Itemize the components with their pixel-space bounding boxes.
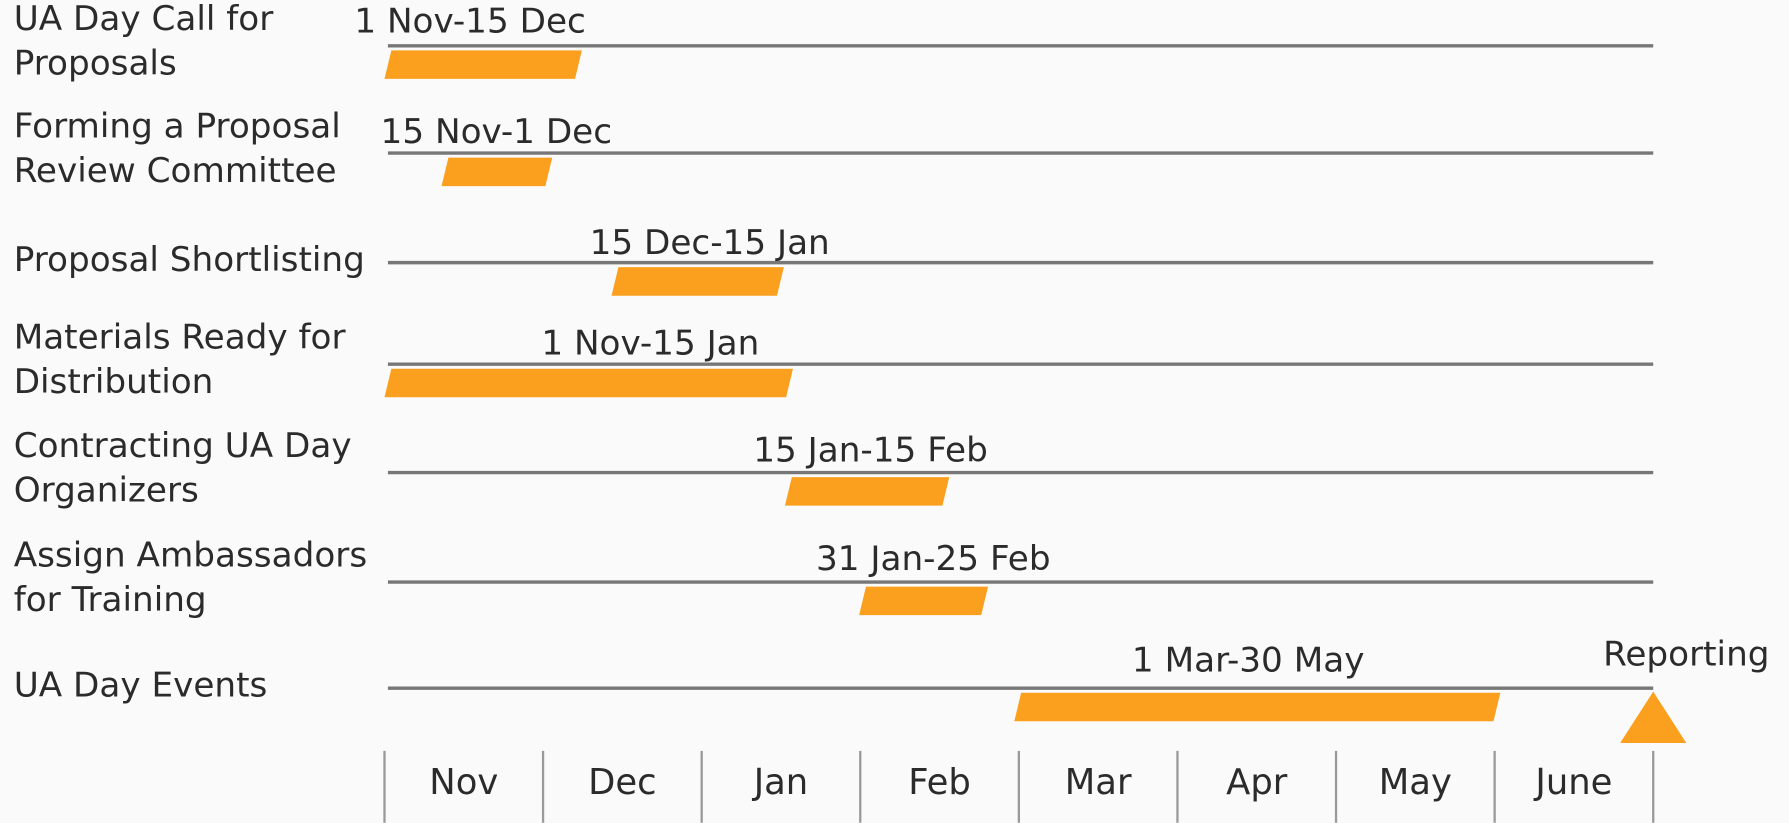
- task-range: 1 Nov-15 Dec: [354, 2, 586, 42]
- task-name: Forming a Proposal: [14, 106, 341, 146]
- task-name: Organizers: [14, 470, 199, 510]
- month-label: May: [1379, 762, 1452, 803]
- task-bar: [611, 267, 784, 296]
- month-label: Apr: [1226, 762, 1288, 803]
- month-label: Dec: [588, 762, 656, 803]
- task-range: 1 Mar-30 May: [1132, 640, 1365, 680]
- task-range: 31 Jan-25 Feb: [816, 539, 1051, 579]
- task-name: Distribution: [14, 362, 214, 402]
- task-name: Review Committee: [14, 151, 337, 191]
- task-range: 15 Dec-15 Jan: [590, 223, 830, 263]
- task-bar: [859, 586, 989, 616]
- task-range: 15 Nov-1 Dec: [381, 112, 613, 152]
- month-label: Mar: [1065, 762, 1132, 803]
- task-name: for Training: [14, 580, 207, 620]
- month-label: Jan: [752, 762, 809, 803]
- task-bar: [441, 157, 553, 187]
- task-bar: [384, 50, 582, 79]
- task-bar: [384, 368, 793, 398]
- task-name: Materials Ready for: [14, 318, 347, 358]
- task-name: Proposals: [14, 44, 177, 84]
- task-name: UA Day Events: [14, 666, 268, 706]
- task-range: 15 Jan-15 Feb: [753, 431, 988, 471]
- task-name: Assign Ambassadors: [14, 535, 367, 575]
- month-label: Feb: [908, 762, 971, 803]
- task-name: Contracting UA Day: [14, 426, 352, 466]
- task-name: Proposal Shortlisting: [14, 240, 365, 280]
- month-label: June: [1533, 762, 1612, 803]
- task-range: 1 Nov-15 Jan: [541, 323, 759, 363]
- task-bar: [1014, 692, 1501, 722]
- task-name: UA Day Call for: [14, 0, 275, 39]
- milestone-label: Reporting: [1603, 635, 1769, 675]
- task-bar: [784, 477, 950, 506]
- month-label: Nov: [429, 762, 498, 803]
- milestone-marker: [1620, 691, 1687, 743]
